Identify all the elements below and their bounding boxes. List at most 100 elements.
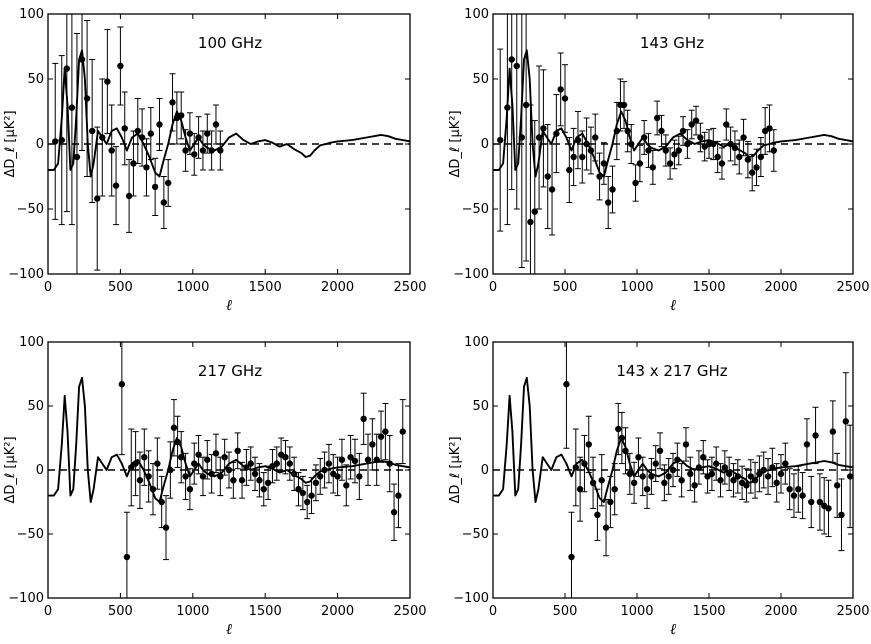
data-point (356, 473, 363, 480)
data-point (68, 104, 76, 111)
x-tick-label: 500 (553, 604, 578, 619)
data-point (128, 464, 135, 471)
data-point (721, 464, 729, 471)
data-point (162, 524, 170, 531)
data-point (535, 134, 543, 141)
data-point (662, 147, 669, 154)
data-point (700, 454, 707, 461)
data-point (594, 511, 601, 518)
data-point (782, 460, 789, 467)
data-point (725, 470, 733, 478)
x-tick-label: 2500 (836, 280, 869, 295)
x-tick-label: 1000 (620, 604, 653, 619)
data-point (325, 460, 333, 467)
data-point (94, 195, 101, 202)
panel-title: 143 x 217 GHz (616, 362, 727, 380)
x-tick-label: 500 (553, 280, 578, 295)
x-tick-label: 0 (489, 280, 497, 295)
data-point (531, 208, 538, 215)
data-point (563, 381, 570, 388)
data-point (52, 138, 59, 145)
data-point (740, 134, 747, 141)
data-point (540, 125, 547, 132)
x-axis-label: ℓ (226, 620, 232, 638)
y-tick-label: 50 (27, 399, 44, 414)
data-point (230, 477, 237, 484)
x-tick-label: 0 (44, 280, 52, 295)
y-tick-label: −100 (453, 591, 489, 606)
data-point (299, 489, 307, 497)
data-point (208, 470, 215, 478)
data-point (317, 473, 324, 480)
data-point (308, 492, 315, 499)
data-point (151, 183, 159, 191)
y-tick-label: 100 (19, 335, 44, 350)
data-point (143, 164, 150, 171)
data-point (118, 381, 126, 388)
data-point (125, 192, 133, 200)
data-point (522, 101, 530, 109)
data-point (553, 130, 560, 137)
data-point (842, 418, 849, 425)
data-point (846, 473, 853, 480)
y-axis-label: ΔD_ℓ [μK²] (448, 436, 463, 503)
data-point (544, 173, 551, 180)
data-point (692, 117, 700, 124)
data-point (195, 451, 202, 458)
data-point (688, 121, 695, 128)
y-axis-label: ΔD_ℓ [μK²] (3, 436, 18, 503)
data-point (390, 509, 398, 516)
data-point (829, 428, 837, 435)
data-point (141, 454, 148, 461)
data-point (186, 130, 194, 137)
data-point (803, 441, 811, 448)
data-point (734, 473, 741, 480)
data-point (718, 160, 726, 167)
data-point (697, 134, 704, 141)
x-tick-label: 1500 (249, 280, 282, 295)
data-point (710, 140, 717, 148)
data-point (149, 486, 157, 493)
y-tick-label: 50 (472, 399, 489, 414)
data-point (351, 457, 359, 465)
x-tick-label: 1500 (249, 604, 282, 619)
data-point (695, 464, 703, 471)
data-point (518, 134, 525, 141)
data-point (160, 199, 168, 206)
panel-title: 100 GHz (198, 34, 262, 52)
data-point (154, 460, 161, 467)
data-point (736, 153, 743, 161)
data-point (615, 425, 622, 433)
data-point (282, 454, 289, 461)
data-point (727, 140, 734, 148)
data-point (611, 486, 618, 493)
data-point (833, 482, 841, 489)
data-point (63, 65, 71, 72)
data-point (260, 486, 267, 493)
data-point (217, 473, 224, 480)
panel-title: 143 GHz (640, 34, 704, 52)
data-point (607, 498, 614, 506)
y-tick-label: 0 (36, 137, 44, 152)
data-point (770, 147, 777, 154)
data-point (508, 56, 515, 63)
data-point (386, 460, 393, 467)
data-point (626, 470, 633, 478)
data-point (99, 134, 106, 141)
data-point (136, 477, 144, 484)
data-point (338, 456, 346, 463)
data-point (156, 121, 163, 128)
plot-area (493, 342, 853, 598)
data-point (636, 160, 644, 167)
data-point (661, 479, 668, 486)
data-point (585, 441, 592, 448)
data-point (561, 95, 569, 102)
data-point (816, 498, 824, 506)
y-axis-label: ΔD_ℓ [μK²] (3, 110, 18, 177)
x-axis-label: ℓ (226, 296, 232, 314)
data-point (399, 428, 406, 435)
data-point (684, 140, 691, 148)
data-point (825, 505, 832, 512)
